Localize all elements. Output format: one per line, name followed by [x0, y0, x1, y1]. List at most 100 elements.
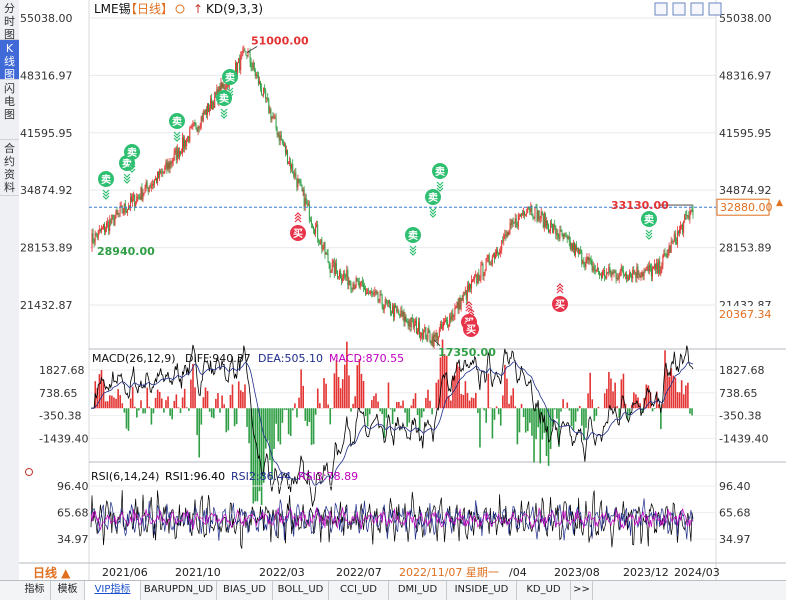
candle-body [681, 225, 682, 227]
candle-body [584, 263, 585, 267]
candle-body [285, 145, 286, 154]
candle-body [497, 250, 498, 252]
bottom-tab[interactable]: BIAS_UD [217, 581, 273, 600]
candle-body [501, 241, 502, 251]
candle-body [443, 322, 444, 326]
price-tick-right: 55038.00 [719, 12, 772, 25]
candle-body [182, 138, 183, 154]
macd-tick-right: 1827.68 [719, 364, 765, 377]
candle-body [489, 255, 490, 264]
candle-body [275, 118, 276, 119]
macd-bar [431, 408, 433, 414]
macd-bar [267, 408, 269, 440]
candle-body [101, 228, 102, 231]
candle-body [615, 271, 616, 272]
candle-body [318, 239, 319, 243]
time-tick: 2022/03 [259, 566, 305, 579]
candle-body [411, 317, 412, 327]
macd-bar [408, 408, 410, 422]
sidebar-tab-char: 线 [0, 55, 19, 68]
candle-body [688, 215, 689, 219]
candle-body [516, 218, 517, 226]
bottom-tab[interactable]: CCI_UD [329, 581, 389, 600]
macd-bar [519, 408, 521, 432]
candle-body [104, 224, 105, 232]
candle-body [106, 223, 107, 229]
bottom-tab[interactable]: BOLL_UD [273, 581, 329, 600]
candle-body [368, 293, 369, 294]
candle-body [225, 88, 226, 89]
macd-bar [265, 408, 267, 448]
candle-body [95, 233, 96, 242]
bottom-tab[interactable]: BARUPDN_UD [141, 581, 217, 600]
candle-body [243, 50, 244, 51]
sidebar-tab[interactable]: 闪电图 [0, 80, 19, 140]
candle-body [267, 97, 268, 99]
time-tick: 2023/08 [554, 566, 600, 579]
candle-body [663, 253, 664, 256]
candle-body [383, 305, 384, 310]
candle-body [510, 223, 511, 230]
candle-body [436, 333, 437, 337]
bottom-tab[interactable]: DMI_UD [389, 581, 447, 600]
candle-body [637, 267, 638, 276]
candle-body [171, 162, 172, 164]
macd-bar [144, 408, 146, 413]
candle-body [474, 275, 475, 279]
candle-body [170, 162, 171, 169]
candle-body [124, 204, 125, 213]
bottom-tab[interactable]: VIP指标 [85, 581, 141, 600]
candle-body [481, 264, 482, 266]
candle-body [467, 285, 468, 299]
bottom-tab[interactable]: 指标 [19, 581, 51, 600]
macd-bar [342, 379, 344, 408]
candle-body [505, 235, 506, 237]
bottom-tab[interactable]: >> [571, 581, 593, 600]
macd-bar [535, 408, 537, 439]
candle-body [189, 128, 190, 142]
candle-body [592, 261, 593, 271]
candle-body [425, 327, 426, 339]
candle-body [200, 127, 201, 128]
candle-body [522, 213, 523, 214]
sidebar-tab[interactable]: 分时图 [0, 0, 19, 40]
macd-bar [392, 408, 394, 424]
candle-body [448, 326, 449, 327]
bottom-tab[interactable]: 模板 [51, 581, 85, 600]
candle-body [340, 271, 341, 278]
candle-body [212, 102, 213, 109]
macd-bar [298, 398, 300, 409]
candle-body [532, 215, 533, 217]
sidebar-tab[interactable]: 合约资料 [0, 140, 19, 196]
candle-body [287, 150, 288, 164]
candle-body [334, 261, 335, 274]
candle-body [132, 198, 133, 202]
candle-body [193, 122, 194, 124]
candle-body [682, 225, 683, 233]
macd-bar [533, 408, 535, 462]
candle-body [447, 320, 448, 326]
candle-body [576, 245, 577, 249]
candle-body [355, 288, 356, 289]
candle-body [297, 179, 298, 187]
bottom-tab[interactable]: KD_UD [517, 581, 571, 600]
candle-body [548, 225, 549, 232]
candle-body [460, 298, 461, 310]
time-highlight: 2022/11/07 星期一 [399, 566, 499, 579]
macd-tick-right: -1439.40 [719, 432, 768, 445]
buy-badge-label: 买 [293, 228, 303, 240]
macd-bar [182, 397, 184, 408]
candle-body [237, 63, 238, 73]
candle-body [417, 331, 418, 333]
candle-body [527, 207, 528, 213]
macd-bar [429, 401, 431, 408]
candle-body [553, 224, 554, 232]
candle-body [590, 258, 591, 259]
candle-body [344, 273, 345, 275]
bottom-tab[interactable]: INSIDE_UD [447, 581, 517, 600]
candle-body [511, 223, 512, 224]
candle-body [493, 254, 494, 257]
candle-body [677, 231, 678, 244]
